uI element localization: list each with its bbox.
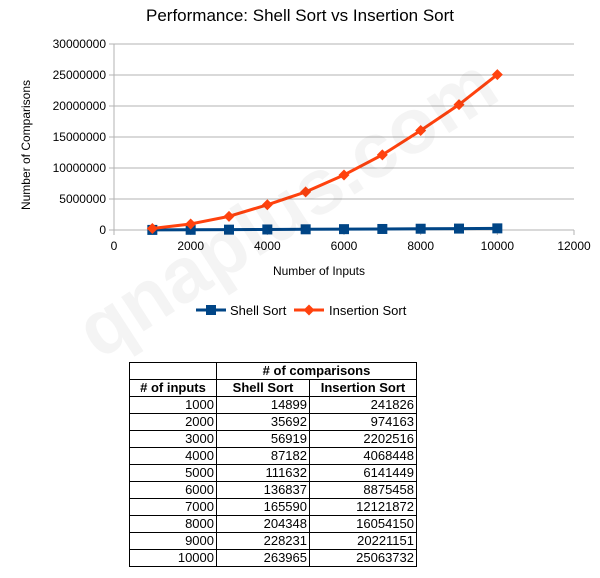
table-cell: 25063732 [309,549,417,567]
data-table: # of comparisons # of inputs Shell Sort In… [129,362,417,567]
table-cell: 974163 [309,413,417,431]
table-row: 1000 14899 241826 [129,396,417,414]
table-header-cell: Shell Sort [216,379,310,397]
table-cell: 6000 [129,481,217,499]
table-cell: 136837 [216,481,310,499]
data-point-s1-3 [261,199,273,211]
y-tick-labels: 0 5000000 10000000 15000000 20000000 25000000… [53,37,107,237]
table-cell: 8875458 [309,481,417,499]
table-cell: 4068448 [309,447,417,465]
table-cell: 111632 [216,464,310,482]
x-tick-label-0: 0 [111,239,118,253]
table-row: 2000 35692 974163 [129,413,417,431]
data-point-s0-5 [339,224,349,235]
data-point-s0-3 [262,224,273,235]
table-empty-corner [129,362,217,380]
table-cell: 5000 [129,464,217,482]
table-header-cell: Insertion Sort [309,379,417,397]
x-tick-label-3: 6000 [331,239,358,253]
data-point-s0-8 [454,223,464,234]
y-tick-label-2: 10000000 [53,161,107,175]
data-point-s0-1 [185,224,196,235]
table-row: 7000 165590 12121872 [129,498,417,516]
y-axis-label: Number of Comparisons [19,80,33,210]
table-cell: 87182 [216,447,310,465]
table-row: 9000 228231 20221151 [129,532,417,550]
table-cell: 2202516 [309,430,417,448]
table-group-header-row: # of comparisons [129,362,417,380]
table-row: 10000 263965 25063732 [129,549,417,567]
y-tick-label-6: 30000000 [53,37,107,51]
table-cell: 228231 [216,532,310,550]
y-tick-label-3: 15000000 [53,130,107,144]
table-cell: 4000 [129,447,217,465]
data-point-s1-4 [300,186,312,198]
table-cell: 9000 [129,532,217,550]
x-tick-label-5: 10000 [481,239,515,253]
data-point-s0-7 [415,223,426,234]
table-body: 1000 14899 241826 2000 35692 974163 3000 56919 2… [129,396,417,567]
x-tick-label-4: 8000 [407,239,434,253]
data-point-s0-4 [300,224,311,235]
y-tick-label-4: 20000000 [53,99,107,113]
table-cell: 1000 [129,396,217,414]
y-tick-label-1: 5000000 [59,192,106,206]
table-cell: 6141449 [309,464,417,482]
x-tick-label-2: 4000 [254,239,281,253]
data-point-s1-2 [223,210,235,222]
series-line-0 [152,226,498,232]
grid [114,43,574,231]
data-point-s1-8 [453,99,465,111]
y-tick-label-0: 0 [99,223,106,237]
legend-marker-0 [206,305,216,315]
table-cell: 7000 [129,498,217,516]
table-cell: 35692 [216,413,310,431]
y-tick-label-5: 25000000 [53,68,107,82]
table-cell: 12121872 [309,498,417,516]
legend-marker-1 [303,304,315,316]
data-point-s0-9 [492,223,503,234]
table-row: 6000 136837 8875458 [129,481,417,499]
axes [109,43,575,235]
x-tick-labels: 0 2000 4000 6000 8000 10000 12000 [111,239,591,253]
data-point-s1-5 [338,169,350,181]
table-header-cell: # of inputs [129,379,217,397]
data-point-s1-1 [185,218,197,230]
data-point-s1-6 [376,149,388,161]
chart-title: Performance: Shell Sort vs Insertion Sor… [146,6,454,25]
table-cell: 16054150 [309,515,417,533]
data-point-s0-2 [224,224,234,235]
table-row: 5000 111632 6141449 [129,464,417,482]
legend-label-1: Insertion Sort [329,303,407,318]
x-axis-label: Number of Inputs [273,264,365,278]
table-row: 8000 204348 16054150 [129,515,417,533]
data-point-s1-0 [146,223,158,235]
chart: Performance: Shell Sort vs Insertion Sor… [19,6,591,318]
series [146,69,503,235]
table-cell: 10000 [129,549,217,567]
table-group-header: # of comparisons [216,362,417,380]
table-cell: 165590 [216,498,310,516]
table-cell: 14899 [216,396,310,414]
table-row: 3000 56919 2202516 [129,430,417,448]
table-cell: 3000 [129,430,217,448]
table-cell: 263965 [216,549,310,567]
data-point-s1-9 [491,69,503,81]
table-header-row: # of inputs Shell Sort Insertion Sort [129,379,417,397]
table-cell: 56919 [216,430,310,448]
legend: Shell Sort Insertion Sort [196,303,407,318]
data-point-s0-6 [377,223,388,234]
table-cell: 8000 [129,515,217,533]
table-cell: 2000 [129,413,217,431]
table-row: 4000 87182 4068448 [129,447,417,465]
table-cell: 20221151 [309,532,417,550]
table-cell: 204348 [216,515,310,533]
legend-label-0: Shell Sort [230,303,287,318]
data-point-s1-7 [415,124,427,136]
series-line-1 [152,73,499,230]
x-tick-label-1: 2000 [177,239,204,253]
table-cell: 241826 [309,396,417,414]
x-tick-label-6: 12000 [557,239,591,253]
